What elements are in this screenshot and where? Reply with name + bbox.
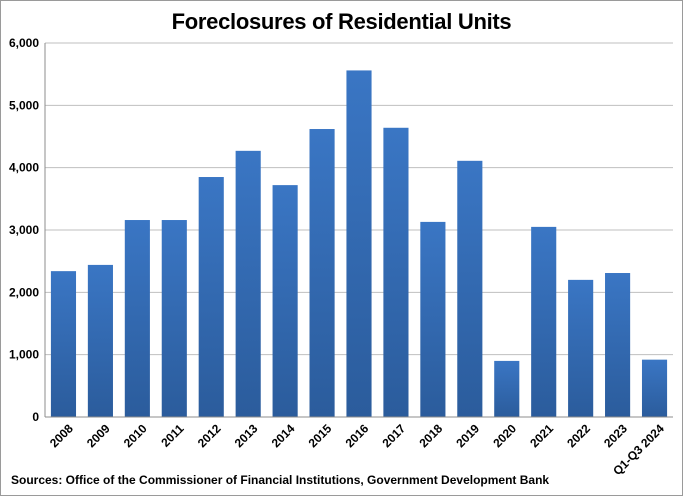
chart-title: Foreclosures of Residential Units [171,9,512,34]
bar-2015 [309,129,335,417]
bar-2010 [124,220,150,417]
bar-2019 [457,160,483,417]
bar-2020 [494,360,520,417]
x-tick-label: 2017 [380,421,409,450]
bar-2018 [420,221,446,417]
x-tick-label: 2015 [306,421,335,450]
source-note: Sources: Office of the Commissioner of F… [11,473,550,487]
axes [44,43,673,418]
x-tick-label: 2012 [195,421,224,450]
y-tick-labels: 0 1,000 2,000 3,000 4,000 5,000 6,000 [9,36,39,424]
x-tick-label: 2009 [84,421,113,450]
bars [50,70,668,418]
y-tick-label: 0 [32,410,39,424]
x-tick-label: 2020 [490,421,519,450]
bar-2008 [50,271,77,417]
bar-2022 [568,279,594,417]
x-tick-label: 2011 [158,421,187,450]
x-tick-labels: 2008 2009 2010 2011 2012 2013 2014 2015 2016 2017… [47,421,667,478]
y-tick-label: 2,000 [9,285,39,299]
x-tick-label: 2018 [416,421,445,450]
x-tick-label: 2023 [601,421,630,450]
y-tick-label: 1,000 [9,348,39,362]
bar-2011 [161,220,187,417]
y-tick-label: 6,000 [9,36,39,50]
y-tick-label: 4,000 [9,161,39,175]
bar-2014 [272,185,298,417]
x-tick-label: 2022 [564,421,593,450]
bar-2017 [383,127,409,418]
bar-2013 [235,150,261,417]
x-tick-label: 2010 [121,421,150,450]
bar-2016 [346,70,372,417]
x-tick-label: 2016 [343,421,372,450]
bar-q1-q3-2024 [641,359,668,417]
bar-2009 [87,264,113,417]
x-tick-label: 2013 [232,421,261,450]
bar-2023 [605,273,631,417]
x-tick-label: 2014 [269,421,298,450]
x-tick-label: 2019 [453,421,482,450]
y-tick-label: 3,000 [9,223,39,237]
bar-2021 [531,226,557,417]
x-tick-label: 2008 [47,421,76,450]
x-tick-label: 2021 [527,421,556,450]
y-tick-label: 5,000 [9,98,39,112]
bar-2012 [198,177,224,417]
